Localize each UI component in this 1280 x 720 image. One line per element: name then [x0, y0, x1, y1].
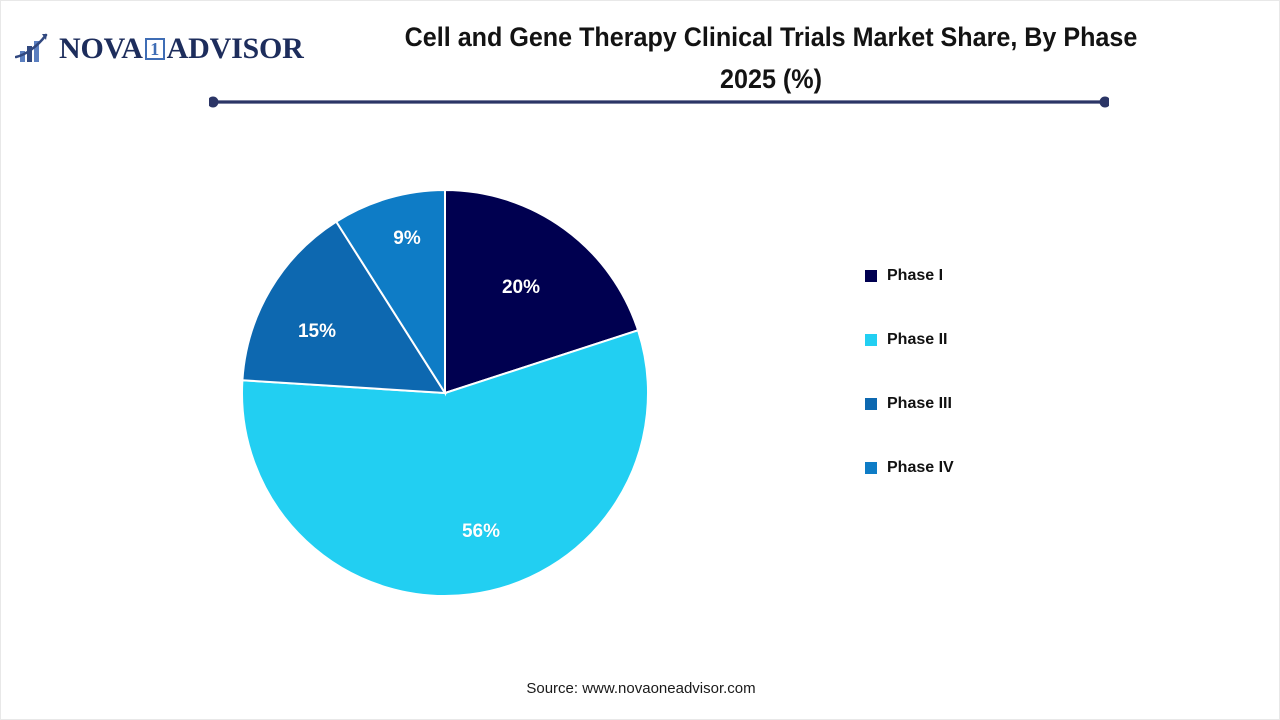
pie-slice-label-phase-iii: 15% — [297, 321, 337, 342]
pie-slice-phase-iv[interactable] — [334, 188, 446, 397]
title-divider — [207, 95, 1111, 109]
legend-label-phase-iv: Phase IV — [887, 459, 954, 476]
legend-label-phase-i: Phase I — [887, 267, 944, 284]
chart-legend: Phase I Phase II Phase III Phase IV — [865, 244, 1125, 500]
pie-slice-group — [241, 188, 649, 597]
legend-swatch-phase-i — [865, 270, 877, 282]
brand-logo: NOVA 1 ADVISOR — [14, 29, 304, 69]
pie-slice-label-phase-i: 20% — [501, 277, 541, 298]
legend-item-phase-iv[interactable]: Phase IV — [865, 436, 1125, 500]
legend-swatch-phase-iv — [865, 462, 877, 474]
chart-title: Cell and Gene Therapy Clinical Trials Ma… — [334, 17, 1208, 101]
legend-item-phase-i[interactable]: Phase I — [865, 244, 1125, 308]
pie-slice-phase-iii[interactable] — [241, 220, 447, 395]
bar-chart-swoosh-icon — [14, 33, 57, 65]
brand-wordmark: NOVA 1 ADVISOR — [59, 34, 304, 64]
brand-word-nova: NOVA — [59, 32, 143, 65]
legend-item-phase-ii[interactable]: Phase II — [865, 308, 1125, 372]
brand-word-advisor: ADVISOR — [166, 32, 304, 65]
pie-slice-phase-i[interactable] — [444, 188, 640, 395]
source-caption: Source: www.novaoneadvisor.com — [526, 680, 756, 697]
pie-slice-label-phase-iv: 9% — [393, 228, 421, 249]
chart-title-line-1: Cell and Gene Therapy Clinical Trials Ma… — [404, 22, 1138, 52]
pie-chart — [240, 188, 650, 598]
legend-swatch-phase-ii — [865, 334, 877, 346]
chart-title-line-2: 2025 (%) — [720, 63, 822, 94]
legend-label-phase-iii: Phase III — [887, 395, 952, 412]
pie-slice-phase-ii[interactable] — [241, 329, 649, 597]
pie-chart-area: 20% 56% 15% 9% Phase I Phase II Phase II… — [1, 121, 1279, 661]
pie-slice-label-phase-ii: 56% — [461, 521, 501, 542]
legend-label-phase-ii: Phase II — [887, 331, 948, 348]
legend-item-phase-iii[interactable]: Phase III — [865, 372, 1125, 436]
brand-badge-one: 1 — [144, 38, 165, 60]
legend-swatch-phase-iii — [865, 398, 877, 410]
